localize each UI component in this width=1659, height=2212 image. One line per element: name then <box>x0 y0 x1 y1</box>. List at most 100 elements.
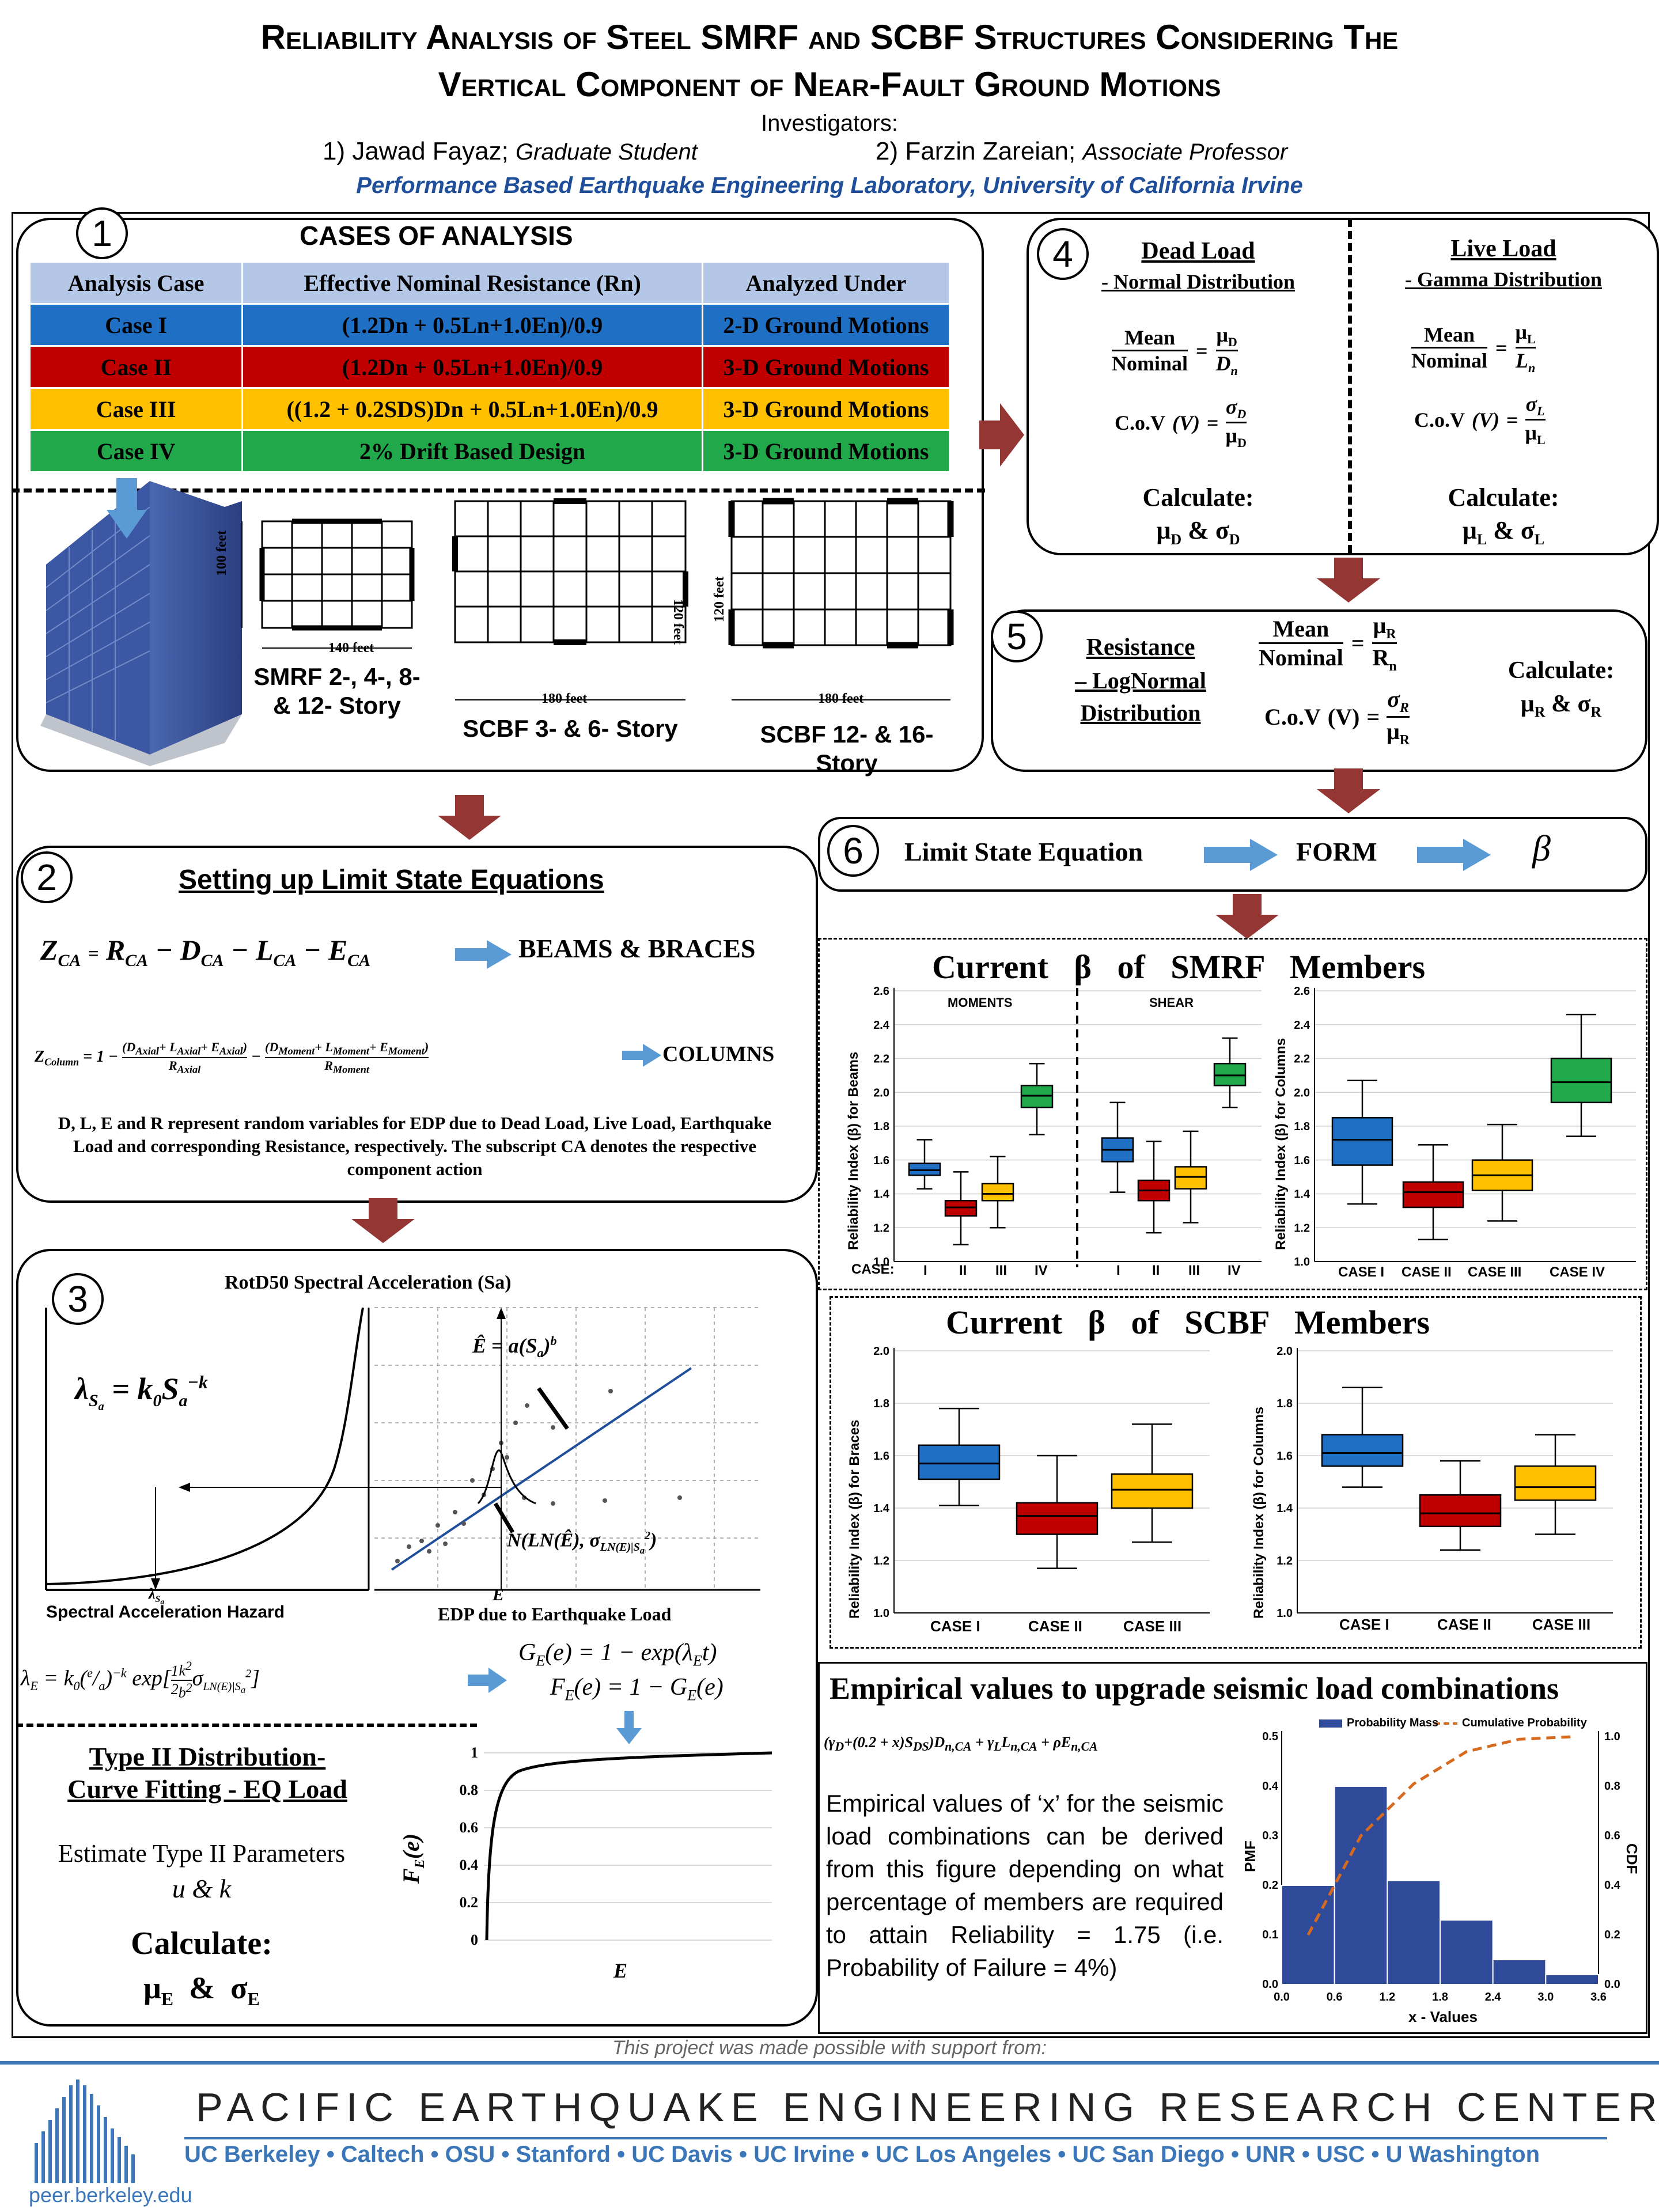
fe-tick: 0.2 <box>459 1894 479 1911</box>
section-3-box <box>16 1249 818 2027</box>
y-tick-label: 0.4 <box>1262 1780 1279 1793</box>
y-tick-label: 1.4 <box>1294 1188 1310 1201</box>
scbf-cols-ylabel: Reliability Index (β) for Columns <box>1251 1406 1267 1619</box>
y-tick-label: 2.2 <box>1294 1053 1310 1066</box>
poster-title-line1: Reliability Analysis of Steel SMRF and S… <box>260 18 1399 56</box>
section-4-divider <box>1348 219 1352 553</box>
empirical-panel <box>818 1662 1647 2034</box>
smrf-plan-diagram <box>241 518 415 649</box>
mu-sigma-e: μE & σE <box>143 1971 260 2009</box>
y-tick-label: 1.0 <box>1294 1256 1310 1268</box>
hazard-equation: λSa = k0Sa−k <box>75 1372 208 1413</box>
box <box>1331 1117 1393 1166</box>
support-line: This project was made possible with supp… <box>612 2037 1047 2059</box>
histogram-bar <box>1440 1919 1494 1986</box>
y2-tick-label: 0.8 <box>1604 1780 1620 1793</box>
beta-symbol: β <box>1532 828 1551 869</box>
y-tick-label: 1.4 <box>1277 1502 1293 1515</box>
footer-rule <box>0 2061 1659 2065</box>
resistance-mean-eq: Mean Nominal = μR Rn <box>1259 612 1397 674</box>
smrf-plan-label: SMRF 2-, 4-, 8- & 12- Story <box>253 663 421 719</box>
case-label: CASE II <box>1437 1616 1491 1633</box>
case-label: CASE III <box>1123 1618 1182 1635</box>
down-arrow-icon <box>1317 768 1380 813</box>
fe-axis-label: FE(e) <box>398 1833 427 1884</box>
investigators-label: Investigators: <box>761 111 898 136</box>
case-roman: III <box>995 1263 1007 1278</box>
limit-state-equation-columns: ZColumn = 1 − (DAxial+ LAxial+ EAxial) R… <box>35 1040 429 1075</box>
section-4-box <box>1027 218 1659 555</box>
y2-tick-label: 0.2 <box>1604 1929 1620 1941</box>
resistance-calculate: Calculate: <box>1508 657 1615 684</box>
case-label: CASE I <box>930 1618 980 1635</box>
down-arrow-blue-icon <box>107 478 147 539</box>
dead-load-sub: - Normal Distribution <box>1101 270 1295 293</box>
cdf-label: CDF <box>1623 1843 1641 1874</box>
poster-title-line2: Vertical Component of Near-Fault Ground … <box>438 65 1221 104</box>
peer-url: peer.berkeley.edu <box>29 2183 192 2207</box>
scbf-high-plan-height: 120 feet <box>712 576 727 622</box>
cases-table: Analysis Case Effective Nominal Resistan… <box>28 261 951 473</box>
box <box>981 1183 1014 1202</box>
footer-divider <box>184 2137 1607 2139</box>
resistance-mu-sigma: μR & σR <box>1520 691 1602 721</box>
y-tick-label: 1.0 <box>873 1256 889 1268</box>
x-tick-label: 1.2 <box>1379 1991 1395 2003</box>
beams-braces-label: BEAMS & BRACES <box>518 934 756 963</box>
y-tick-label: 2.4 <box>873 1019 890 1032</box>
histogram-bar <box>1492 1959 1547 1985</box>
case-cell: Case I <box>28 303 244 347</box>
case-label: CASE II <box>1402 1264 1452 1280</box>
case-roman: II <box>1152 1263 1160 1278</box>
section-2-description: D, L, E and R represent random variables… <box>58 1113 772 1179</box>
params-label: u & k <box>172 1874 232 1903</box>
nominal-label: Nominal <box>1411 349 1488 373</box>
y2-tick-label: 0.0 <box>1604 1978 1620 1991</box>
shear-label: SHEAR <box>1149 995 1194 1010</box>
smrf-plan-height: 100 feet <box>214 530 229 576</box>
section-2-box <box>16 846 818 1203</box>
analyzed-cell: 3-D Ground Motions <box>701 345 951 389</box>
peer-center-name: PACIFIC EARTHQUAKE ENGINEERING RESEARCH … <box>196 2085 1659 2130</box>
analyzed-cell: 3-D Ground Motions <box>701 387 951 431</box>
y-tick-label: 2.0 <box>873 1086 889 1099</box>
y-tick-label: 1.6 <box>1294 1154 1310 1167</box>
fe-tick: 1 <box>471 1744 478 1761</box>
lambda-sa-tick: λSa <box>149 1585 165 1607</box>
y2-tick-label: 1.0 <box>1604 1730 1620 1743</box>
formula-cell: 2% Drift Based Design <box>241 429 703 473</box>
case-label: CASE III <box>1532 1616 1591 1633</box>
y-tick-label: 1.8 <box>873 1397 889 1410</box>
live-load-sub: - Gamma Distribution <box>1405 268 1602 291</box>
analyzed-cell: 2-D Ground Motions <box>701 303 951 347</box>
building-3d-image <box>40 481 242 766</box>
table-row: Case I (1.2Dn + 0.5Ln+1.0En)/0.9 2-D Gro… <box>28 303 951 347</box>
smrf-beams-ylabel: Reliability Index (β) for Beams <box>846 1051 861 1250</box>
resistance-sub1: – LogNormal <box>1075 668 1206 694</box>
col-header-resistance: Effective Nominal Resistance (Rn) <box>241 261 703 305</box>
section-2-title: Setting up Limit State Equations <box>179 865 604 895</box>
y-tick-label: 1.4 <box>873 1502 890 1515</box>
box <box>1111 1473 1194 1509</box>
cov-label: C.o.V <box>1264 704 1321 730</box>
case-label: CASE III <box>1468 1264 1522 1280</box>
scbf-chart-title: Current β of SCBF Members <box>946 1304 1430 1341</box>
fe-curve-chart <box>484 1751 772 1941</box>
y-tick-label: 1.8 <box>873 1120 889 1133</box>
case-roman: II <box>959 1263 967 1278</box>
empirical-text: Empirical values of ‘x’ for the seismic … <box>826 1790 1224 1981</box>
x-tick-label: 2.4 <box>1485 1991 1502 2003</box>
moments-label: MOMENTS <box>948 995 1013 1010</box>
ge-equation: GE(e) = 1 − exp(λEt) <box>518 1639 717 1669</box>
y-tick-label: 1.2 <box>1277 1555 1293 1567</box>
y2-tick-label: 0.4 <box>1604 1879 1621 1892</box>
smrf-beams-boxplot: 1.0 1.2 1.4 1.6 1.8 2.0 2.2 2.4 2.6 <box>873 985 1262 1268</box>
smrf-columns-boxplot: 1.0 1.2 1.4 1.6 1.8 2.0 2.2 2.4 2.6 <box>1294 985 1636 1268</box>
peer-members: UC Berkeley • Caltech • OSU • Stanford •… <box>184 2142 1540 2167</box>
case-cell: Case IV <box>28 429 244 473</box>
table-row: Case II (1.2Dn + 0.5Ln+1.0En)/0.9 3-D Gr… <box>28 345 951 389</box>
investigator-1: 1) Jawad Fayaz; Graduate Student <box>323 137 698 166</box>
y-tick-label: 2.2 <box>873 1053 889 1066</box>
formula-cell: (1.2Dn + 0.5Ln+1.0En)/0.9 <box>241 303 703 347</box>
peer-logo-icon <box>35 2080 135 2183</box>
